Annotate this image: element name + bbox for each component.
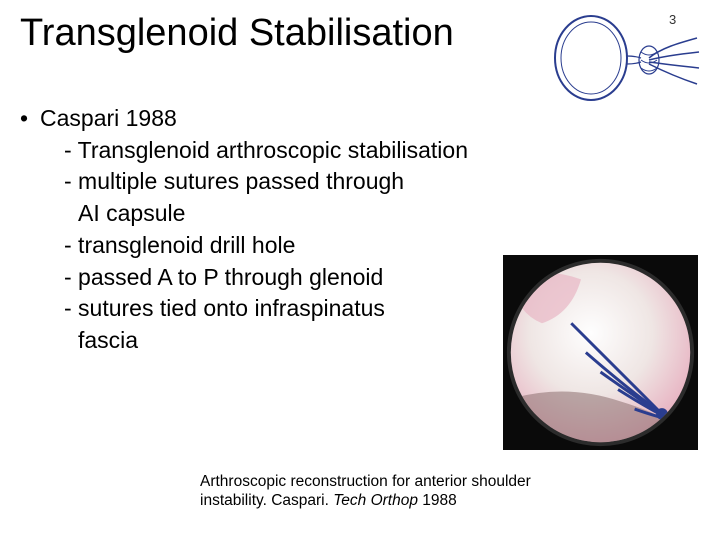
slide: Transglenoid Stabilisation Caspari 1988 …: [0, 0, 720, 540]
bullet-sub-1: - Transglenoid arthroscopic stabilisatio…: [20, 135, 700, 167]
citation-line2c: 1988: [418, 492, 457, 509]
bullet-caspari: Caspari 1988: [20, 103, 700, 135]
diagram-label: 3: [669, 12, 676, 27]
citation-line2a: instability. Caspari.: [200, 492, 333, 509]
arthroscopic-image: [503, 255, 698, 450]
diagram-svg: 3: [549, 8, 704, 103]
citation-journal: Tech Orthop: [333, 492, 418, 509]
citation: Arthroscopic reconstruction for anterior…: [200, 472, 531, 511]
bullet-sub-2b: AI capsule: [20, 198, 700, 230]
glenoid-diagram: 3: [549, 8, 704, 103]
arthro-svg: [503, 255, 698, 450]
bullet-sub-2: - multiple sutures passed through: [20, 166, 700, 198]
citation-line1: Arthroscopic reconstruction for anterior…: [200, 473, 531, 490]
